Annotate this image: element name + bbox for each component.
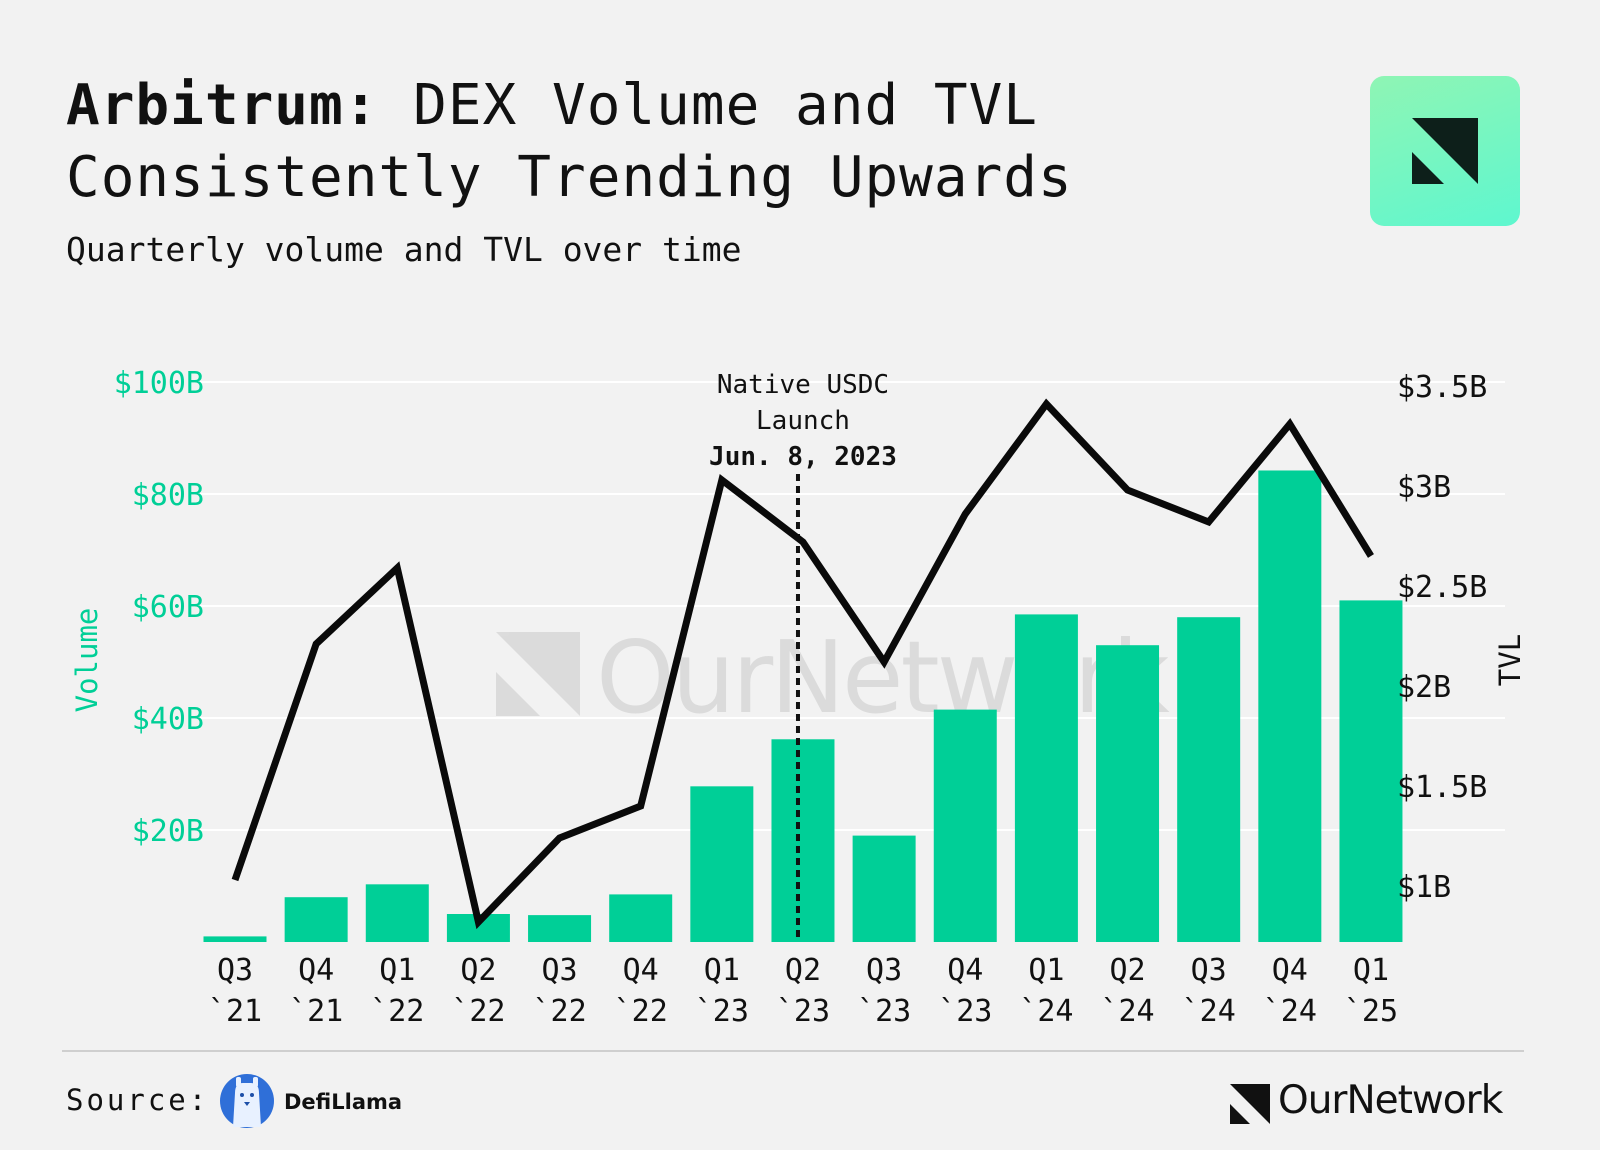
- volume-bar: [1014, 614, 1078, 942]
- y-left-tick-label: $100B: [114, 366, 204, 401]
- y-right-tick-label: $2B: [1397, 670, 1451, 705]
- x-tick-label-year: `21: [208, 994, 262, 1029]
- brand-badge: [1370, 76, 1520, 226]
- x-tick-label-year: `21: [289, 994, 343, 1029]
- volume-bar: [1258, 470, 1322, 942]
- x-tick-label-year: `24: [1263, 994, 1317, 1029]
- y-right-tick-label: $3.5B: [1397, 370, 1487, 405]
- x-tick-label-quarter: Q2: [460, 953, 496, 988]
- x-tick-label-quarter: Q1: [1028, 953, 1064, 988]
- x-tick-label-year: `22: [451, 994, 505, 1029]
- source-label: Source:: [66, 1083, 210, 1117]
- volume-bar: [365, 884, 429, 942]
- footer-divider: [62, 1050, 1524, 1052]
- annotation-label: Launch: [756, 406, 850, 436]
- y-left-tick-label: $40B: [132, 702, 204, 737]
- watermark-logo-icon-part: [496, 672, 540, 716]
- x-tick-label-year: `23: [938, 994, 992, 1029]
- x-tick-label-year: `24: [1182, 994, 1236, 1029]
- x-tick-label-quarter: Q4: [298, 953, 334, 988]
- x-tick-label-quarter: Q4: [947, 953, 983, 988]
- x-tick-label-quarter: Q4: [1272, 953, 1308, 988]
- footer-brand-name: OurNetwork: [1278, 1078, 1503, 1123]
- x-tick-label-year: `23: [776, 994, 830, 1029]
- y-right-axis-label: TVL: [1493, 634, 1527, 686]
- volume-bar: [203, 936, 267, 942]
- brand-logo-icon: [1412, 118, 1478, 184]
- x-tick-label-year: `24: [1019, 994, 1073, 1029]
- volume-bar: [284, 897, 348, 942]
- x-tick-label-year: `25: [1344, 994, 1398, 1029]
- defillama-logo-icon: [220, 1074, 274, 1128]
- x-tick-label-year: `24: [1100, 994, 1154, 1029]
- x-tick-label-quarter: Q2: [785, 953, 821, 988]
- x-tick-label-year: `23: [695, 994, 749, 1029]
- volume-bar: [1096, 645, 1160, 942]
- y-left-tick-label: $60B: [132, 590, 204, 625]
- tvl-line-layer: [231, 398, 1374, 930]
- chart-subtitle: Quarterly volume and TVL over time: [66, 230, 742, 269]
- volume-bar: [1177, 617, 1241, 942]
- footer-brand-logo-icon: [1230, 1084, 1270, 1124]
- volume-bar: [609, 894, 673, 942]
- chart-title-bold: Arbitrum:: [66, 73, 379, 138]
- volume-bars: [203, 470, 1403, 942]
- x-tick-label-quarter: Q2: [1109, 953, 1145, 988]
- footer-brand: OurNetwork: [1230, 1078, 1530, 1126]
- y-left-axis-label: Volume: [70, 608, 104, 713]
- x-tick-label-year: `22: [532, 994, 586, 1029]
- y-right-tick-label: $1B: [1397, 870, 1451, 905]
- axes: $20B $40B $60B $80B $100B Volume $1B $1.5B $2B $2…: [70, 366, 1527, 1029]
- y-left-tick-label: $20B: [132, 814, 204, 849]
- y-right-tick-label: $2.5B: [1397, 570, 1487, 605]
- usdc-launch-annotation: Native USDC Launch Jun. 8, 2023: [709, 370, 897, 942]
- volume-bar: [933, 709, 997, 942]
- x-tick-label-quarter: Q3: [866, 953, 902, 988]
- y-right-tick-label: $1.5B: [1397, 770, 1487, 805]
- annotation-label: Native USDC: [717, 370, 889, 400]
- volume-bar: [852, 835, 916, 942]
- x-tick-label-quarter: Q4: [623, 953, 659, 988]
- x-tick-label-quarter: Q3: [541, 953, 577, 988]
- x-tick-label-quarter: Q3: [217, 953, 253, 988]
- x-tick-label-quarter: Q1: [704, 953, 740, 988]
- annotation-date: Jun. 8, 2023: [709, 442, 897, 472]
- x-tick-label-quarter: Q3: [1191, 953, 1227, 988]
- volume-bar: [771, 739, 835, 942]
- source-name: DefiLlama: [284, 1090, 403, 1114]
- volume-bar: [528, 915, 592, 942]
- y-left-tick-label: $80B: [132, 478, 204, 513]
- x-tick-label-year: `22: [370, 994, 424, 1029]
- tvl-line: [231, 398, 1374, 930]
- x-tick-label-quarter: Q1: [379, 953, 415, 988]
- y-right-tick-label: $3B: [1397, 470, 1451, 505]
- watermark-logo-icon: [496, 632, 580, 716]
- chart-title-rest: DEX Volume and TVL: [413, 73, 1039, 138]
- chart-title-line2: Consistently Trending Upwards: [66, 145, 1073, 210]
- x-tick-label-year: `23: [857, 994, 911, 1029]
- volume-bar: [690, 786, 754, 942]
- volume-bar: [1339, 600, 1403, 942]
- x-tick-label-year: `22: [614, 994, 668, 1029]
- chart-title: Arbitrum: DEX Volume and TVL Consistently…: [66, 70, 1266, 214]
- x-tick-label-quarter: Q1: [1353, 953, 1389, 988]
